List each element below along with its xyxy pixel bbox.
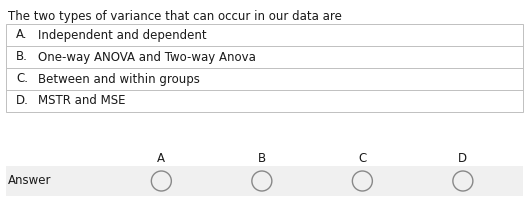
Bar [6, 166, 523, 196]
Text: A: A [157, 152, 166, 165]
Text: Between and within groups: Between and within groups [38, 73, 200, 86]
Text: D: D [458, 152, 468, 165]
Text: C.: C. [16, 73, 28, 86]
Text: The two types of variance that can occur in our data are: The two types of variance that can occur… [8, 10, 342, 23]
Text: MSTR and MSE: MSTR and MSE [38, 95, 125, 108]
Text: D.: D. [16, 95, 29, 108]
Text: B.: B. [16, 50, 28, 63]
Text: A.: A. [16, 28, 28, 41]
Text: Independent and dependent: Independent and dependent [38, 28, 207, 41]
Text: One-way ANOVA and Two-way Anova: One-way ANOVA and Two-way Anova [38, 50, 256, 63]
Text: Answer: Answer [8, 174, 51, 187]
Bar [6, 24, 523, 112]
Text: B: B [258, 152, 266, 165]
Text: C: C [358, 152, 367, 165]
